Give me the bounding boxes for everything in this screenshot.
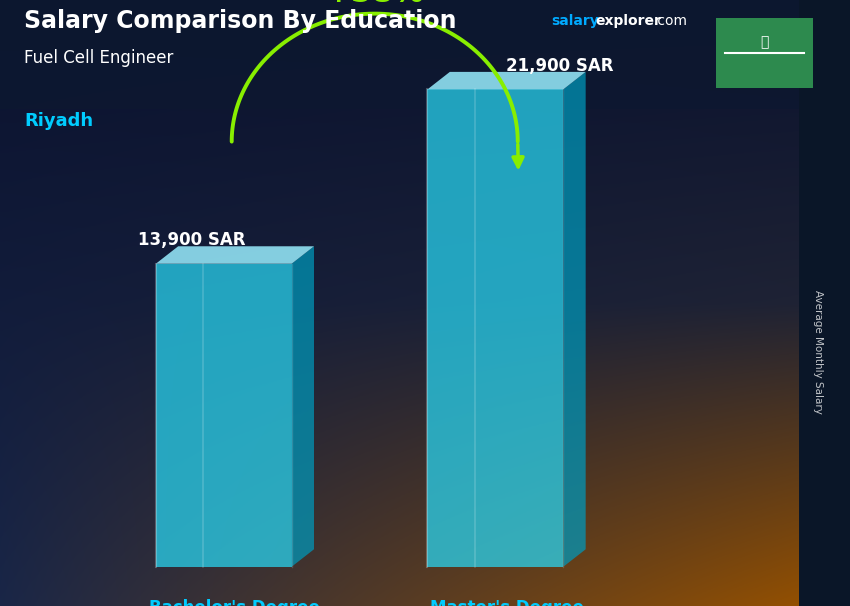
Text: Salary Comparison By Education: Salary Comparison By Education: [24, 9, 456, 33]
Polygon shape: [564, 72, 586, 567]
Polygon shape: [292, 246, 314, 567]
Text: Riyadh: Riyadh: [24, 112, 94, 130]
Text: ۞: ۞: [761, 36, 768, 50]
Text: Master's Degree: Master's Degree: [429, 599, 583, 606]
Text: Bachelor's Degree: Bachelor's Degree: [150, 599, 320, 606]
Text: Fuel Cell Engineer: Fuel Cell Engineer: [24, 48, 173, 67]
Text: 13,900 SAR: 13,900 SAR: [138, 231, 246, 249]
Text: salary: salary: [552, 14, 599, 28]
Text: +58%: +58%: [326, 0, 424, 8]
Text: 21,900 SAR: 21,900 SAR: [506, 57, 613, 75]
Polygon shape: [428, 89, 564, 567]
Text: Average Monthly Salary: Average Monthly Salary: [813, 290, 823, 413]
Bar: [0, 0, 799, 109]
Polygon shape: [156, 264, 292, 567]
Text: explorer: explorer: [595, 14, 661, 28]
Text: .com: .com: [654, 14, 688, 28]
Polygon shape: [428, 72, 586, 89]
Polygon shape: [156, 246, 314, 264]
